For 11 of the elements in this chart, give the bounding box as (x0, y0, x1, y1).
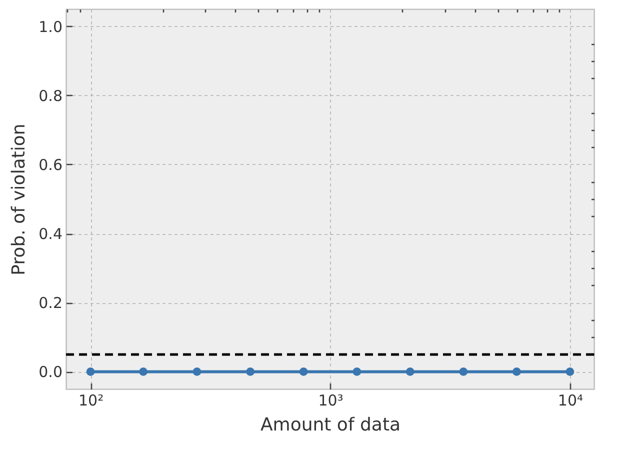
y-tick-label: 0.6 (38, 156, 62, 174)
x-tick-label: 10³ (318, 392, 344, 410)
y-tick-label: 0.8 (38, 86, 62, 105)
y-tick-label: 0.2 (38, 294, 62, 312)
y-axis-title: Prob. of violation (8, 124, 30, 276)
y-tick-label: 0.0 (38, 363, 62, 382)
x-axis-title: Amount of data (260, 414, 401, 436)
y-tick-label: 1.0 (38, 18, 62, 36)
y-tick-label: 0.4 (38, 225, 62, 244)
x-tick-label: 10² (78, 392, 104, 410)
x-tick-label: 10⁴ (558, 392, 583, 410)
